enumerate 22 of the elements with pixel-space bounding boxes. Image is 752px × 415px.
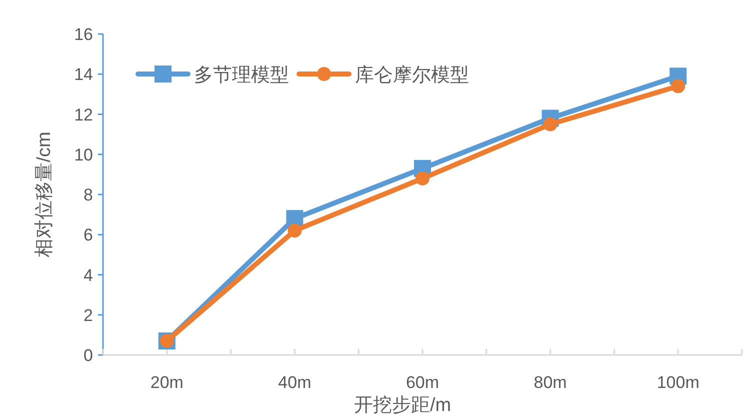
x-tick-label: 80m (534, 373, 567, 392)
point (671, 79, 686, 94)
y-tick-label: 12 (74, 105, 93, 124)
x-tick-label: 40m (278, 373, 312, 392)
y-tick-label: 16 (74, 25, 93, 44)
y-tick-label: 10 (74, 145, 93, 164)
x-tick-label: 20m (150, 373, 184, 392)
y-tick-label: 2 (84, 306, 93, 325)
y-tick-label: 6 (84, 226, 93, 245)
point (416, 171, 430, 186)
x-tick-label: 60m (406, 373, 440, 392)
y-axis-title: 相对位移量/cm (34, 132, 55, 258)
point (288, 224, 302, 238)
x-tick-label: 100m (656, 373, 700, 392)
legend-label: 多节理模型 (194, 65, 289, 86)
x-axis-title: 开挖步距/m (354, 395, 452, 415)
y-tick-label: 14 (74, 65, 93, 84)
y-tick-label: 4 (84, 266, 93, 285)
point (543, 117, 558, 132)
legend-label: 库仑摩尔模型 (355, 64, 469, 86)
y-tick-label: 0 (84, 346, 93, 365)
y-tick-label: 8 (84, 186, 93, 204)
